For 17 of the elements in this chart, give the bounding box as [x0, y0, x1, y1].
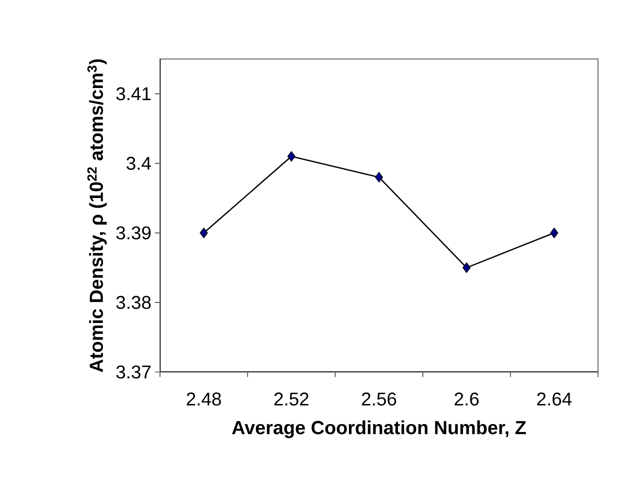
- y-tick-label: 3.39: [116, 226, 151, 240]
- x-tick-label: 2.56: [362, 392, 396, 406]
- x-axis-title: Average Coordination Number, Z: [232, 420, 526, 438]
- y-tick-label: 3.4: [126, 156, 151, 170]
- x-tick-label: 2.52: [274, 392, 308, 406]
- point: [374, 172, 384, 183]
- point: [287, 151, 296, 162]
- x-tick-label: 2.64: [537, 392, 572, 406]
- x-tick-label: 2.48: [186, 392, 221, 406]
- point: [200, 228, 208, 238]
- x-tick-label: 2.6: [454, 392, 479, 406]
- y-tick-label: 3.37: [116, 365, 151, 379]
- point: [550, 228, 558, 238]
- point: [462, 262, 471, 273]
- y-tick-label: 3.38: [116, 296, 151, 309]
- y-axis-title: Atomic Density, ρ (10$^{22}$ atoms/cm$^{3}$): [87, 59, 107, 372]
- y-tick-label: 3.41: [116, 87, 151, 100]
